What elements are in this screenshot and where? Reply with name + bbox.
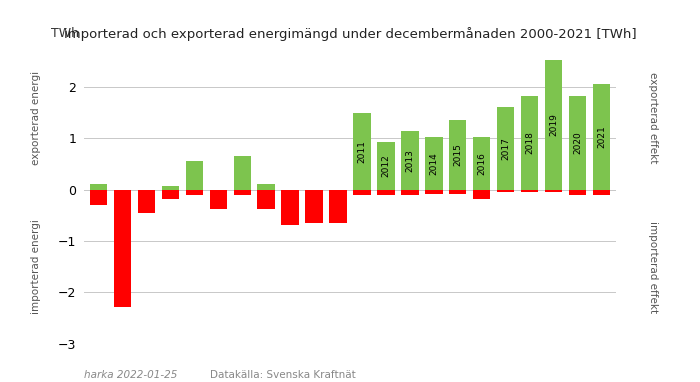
Text: 2015: 2015 [454,144,462,167]
Text: 2018: 2018 [525,131,534,154]
Bar [473,190,491,199]
Bar [497,190,514,192]
Text: 2014: 2014 [429,152,438,175]
Bar [258,190,275,209]
Text: 2016: 2016 [477,152,486,175]
Bar [449,190,466,194]
Bar [593,190,610,195]
Bar [354,190,370,195]
Bar [234,156,251,190]
Bar [113,190,131,307]
Text: 2012: 2012 [382,154,391,177]
Title: importerad och exporterad energimängd under decembermånaden 2000-2021 [TWh]: importerad och exporterad energimängd un… [64,26,636,40]
Bar [401,190,419,195]
Bar [209,190,227,209]
Text: exporterad energi: exporterad energi [31,71,41,165]
Bar [545,60,562,190]
Bar [569,96,587,190]
Bar [305,190,323,223]
Text: 2019: 2019 [550,113,558,136]
Bar [401,131,419,190]
Text: harka 2022-01-25: harka 2022-01-25 [84,370,177,380]
Text: 2011: 2011 [358,140,367,163]
Text: 2021: 2021 [597,126,606,148]
Bar [138,190,155,213]
Bar [521,190,538,192]
Text: 2013: 2013 [405,149,414,172]
Bar [162,186,179,190]
Bar [497,107,514,190]
Text: importerad effekt: importerad effekt [648,221,658,313]
Bar [377,142,395,190]
Bar [521,96,538,190]
Bar [377,190,395,195]
Bar [234,190,251,195]
Bar [449,120,466,190]
Text: 2020: 2020 [573,131,582,154]
Bar [545,190,562,192]
Bar [186,190,203,195]
Bar [90,183,107,190]
Bar [425,190,442,194]
Text: exporterad effekt: exporterad effekt [648,72,658,163]
Bar [186,162,203,190]
Text: importerad energi: importerad energi [31,219,41,314]
Bar [569,190,587,195]
Bar [354,113,370,190]
Text: Datakälla: Svenska Kraftnät: Datakälla: Svenska Kraftnät [210,370,356,380]
Bar [281,190,299,225]
Text: 2017: 2017 [501,137,510,160]
Bar [473,137,491,190]
Bar [593,84,610,190]
Bar [90,190,107,205]
Text: TWh: TWh [50,27,78,40]
Bar [162,190,179,199]
Bar [258,183,275,190]
Bar [425,137,442,190]
Bar [330,190,346,223]
